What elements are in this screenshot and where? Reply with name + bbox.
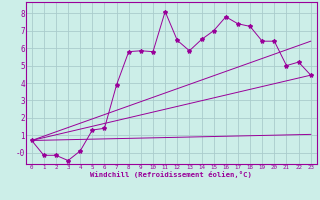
X-axis label: Windchill (Refroidissement éolien,°C): Windchill (Refroidissement éolien,°C) bbox=[90, 171, 252, 178]
